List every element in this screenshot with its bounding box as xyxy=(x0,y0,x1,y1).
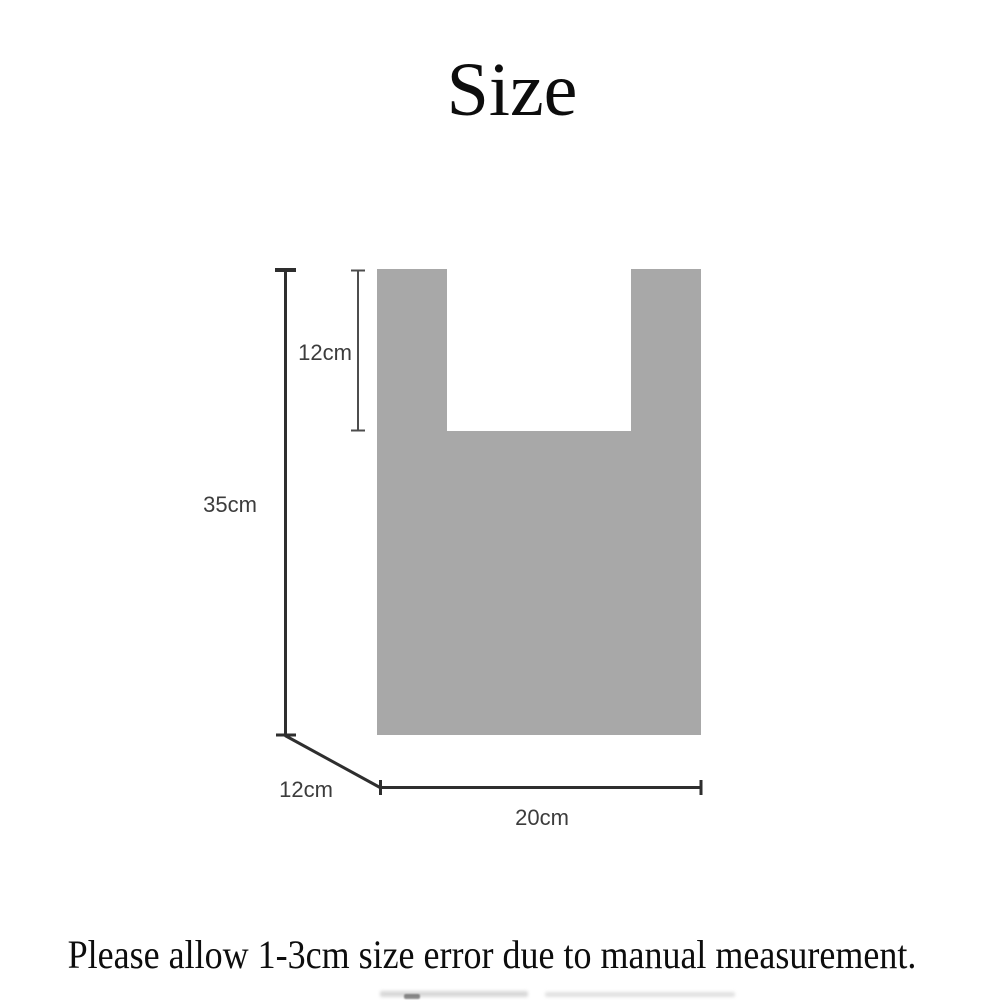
dimension-total-height xyxy=(275,268,296,737)
width-label: 20cm xyxy=(515,805,569,830)
dimension-width xyxy=(379,780,703,795)
measurement-disclaimer: Please allow 1-3cm size error due to man… xyxy=(67,932,917,977)
bag-silhouette xyxy=(377,269,701,735)
depth-diagonal-line xyxy=(284,734,381,789)
dimension-handle-height xyxy=(351,269,365,432)
total-height-label: 35cm xyxy=(203,492,257,517)
handle-height-label: 12cm xyxy=(298,340,352,365)
depth-label: 12cm xyxy=(279,777,333,802)
page-title: Size xyxy=(446,48,578,132)
